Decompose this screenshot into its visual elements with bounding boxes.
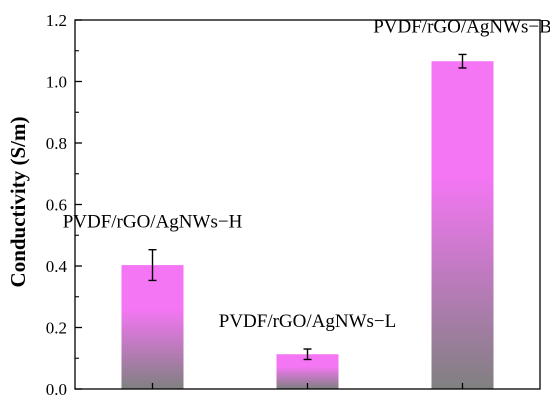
y-tick-label: 1.2 xyxy=(46,11,67,30)
plot-frame xyxy=(74,19,541,390)
bar-label: PVDF/rGO/AgNWs−L xyxy=(219,311,397,332)
error-bar xyxy=(148,249,157,282)
y-tick-label: 0.6 xyxy=(46,196,67,215)
bar-label: PVDF/rGO/AgNWs−H xyxy=(63,212,243,233)
y-axis-title: Conductivity (S/m) xyxy=(6,117,30,288)
bar xyxy=(431,61,494,390)
error-bar xyxy=(458,53,467,69)
bar-label: PVDF/rGO/AgNWs−B xyxy=(373,16,550,37)
y-tick-label: 0.2 xyxy=(46,319,67,338)
bar xyxy=(121,265,184,389)
y-tick-label: 1.0 xyxy=(46,73,67,92)
y-tick-label: 0.8 xyxy=(46,134,67,153)
y-tick-label: 0.4 xyxy=(46,257,68,276)
y-tick-label: 0.0 xyxy=(46,380,67,399)
error-bar xyxy=(303,348,312,361)
